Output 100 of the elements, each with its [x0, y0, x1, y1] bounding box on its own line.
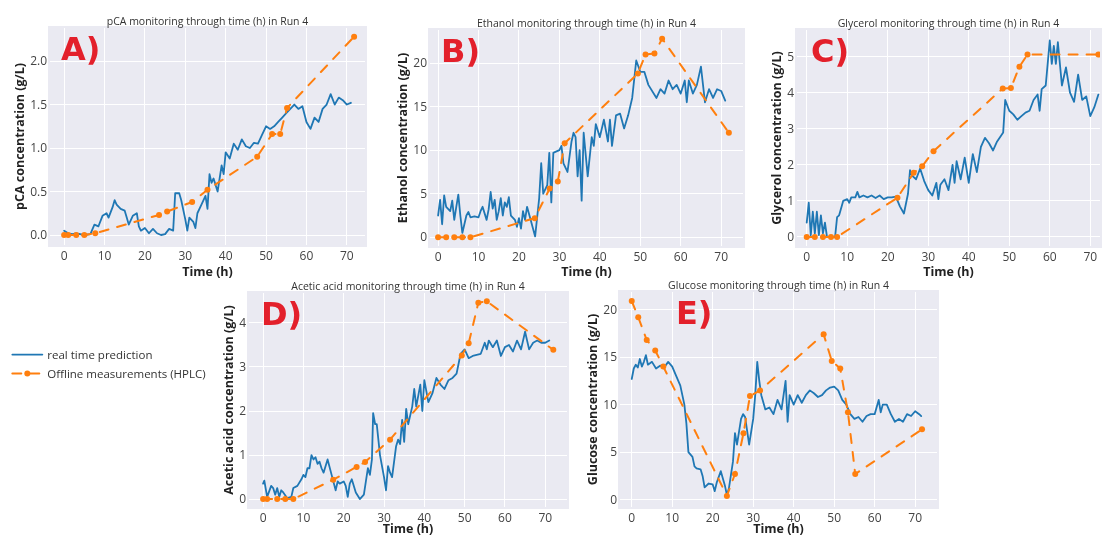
chart-title: Acetic acid monitoring through time (h) in Run 4 [291, 279, 525, 293]
x-tick-label: 40 [592, 248, 607, 265]
x-axis-title: Time (h) [923, 263, 974, 280]
point [467, 234, 474, 241]
x-tick-label: 10 [840, 248, 855, 265]
x-tick-label: 70 [714, 248, 729, 265]
point [443, 234, 450, 241]
x-tick-label: 50 [633, 248, 648, 265]
legend-label: real time prediction [47, 347, 153, 363]
x-tick-label: 40 [961, 248, 976, 265]
x-tick-label: 30 [921, 248, 936, 265]
point [1007, 85, 1014, 92]
point [930, 148, 937, 155]
point [740, 430, 747, 437]
y-tick-label: 5 [610, 443, 618, 461]
point [554, 178, 561, 185]
point [999, 85, 1006, 92]
point [746, 393, 753, 400]
point [92, 230, 99, 237]
chart-title: Glucose monitoring through time (h) in Run 4 [668, 278, 889, 292]
point [651, 50, 658, 57]
point [164, 208, 171, 215]
y-tick-label: 15 [603, 348, 618, 366]
point [811, 233, 818, 240]
point [723, 492, 730, 499]
point [803, 233, 810, 240]
x-tick-label: 50 [259, 247, 274, 264]
x-tick-label: 0 [434, 248, 442, 265]
point [910, 169, 917, 176]
y-tick-label: 2 [239, 402, 247, 420]
x-tick-label: 60 [673, 248, 688, 265]
y-tick-label: 5 [420, 184, 428, 202]
x-tick-label: 0 [60, 247, 68, 264]
y-tick-label: 3 [787, 120, 795, 137]
point [483, 298, 490, 305]
x-tick-label: 20 [705, 509, 720, 526]
y-tick-label: 1.5 [30, 95, 48, 113]
x-tick-label: 60 [1042, 248, 1057, 265]
point [731, 471, 738, 478]
y-tick-label: 3 [239, 358, 247, 376]
point [435, 234, 442, 241]
point [659, 35, 666, 42]
point [73, 232, 80, 238]
legend-label: Offline measurements (HPLC) [47, 366, 206, 382]
point [834, 233, 841, 240]
x-tick-label: 60 [299, 247, 314, 264]
point [81, 232, 88, 238]
point [1024, 51, 1031, 58]
point [156, 211, 163, 218]
x-tick-label: 70 [1083, 248, 1098, 265]
point [894, 194, 901, 201]
point [820, 331, 827, 338]
y-tick-label: 15 [413, 97, 428, 115]
point [725, 129, 732, 136]
y-axis-title: Glycerol concentration (g/L) [768, 51, 786, 225]
annotation: A) [61, 30, 101, 68]
point [290, 496, 297, 503]
point [828, 233, 835, 240]
point [362, 459, 369, 466]
point [546, 185, 553, 192]
point [757, 387, 764, 394]
point [819, 233, 826, 240]
point [189, 198, 196, 205]
x-tick-label: 40 [218, 247, 233, 264]
point [274, 496, 281, 503]
annotation: E) [676, 294, 713, 332]
point [465, 340, 472, 347]
point [264, 496, 271, 503]
x-axis-title: Time (h) [561, 263, 612, 280]
chart-title: Ethanol monitoring through time (h) in Run 4 [476, 16, 697, 30]
line-series [63, 93, 352, 236]
annotation: C) [811, 32, 850, 70]
point [458, 352, 465, 359]
y-tick-label: 4 [787, 83, 795, 101]
y-tick-label: 0 [787, 228, 795, 246]
point [351, 33, 358, 40]
y-tick-label: 0.5 [30, 182, 48, 200]
point [1095, 51, 1100, 58]
point [844, 409, 851, 416]
x-tick-label: 30 [178, 247, 193, 264]
chart-title: pCA monitoring through time (h) in Run 4 [106, 14, 309, 28]
line-series [262, 330, 551, 500]
point [561, 140, 568, 147]
y-tick-label: 20 [413, 54, 428, 72]
y-tick-label: 10 [413, 141, 428, 159]
point [1016, 63, 1023, 70]
y-axis-title: Glucose concentration (g/L) [584, 313, 602, 486]
x-tick-label: 60 [498, 509, 512, 526]
point [451, 234, 458, 241]
point [65, 232, 72, 238]
point [531, 215, 538, 222]
chart-title: Glycerol monitoring through time (h) in Run 4 [837, 16, 1060, 30]
annotation: D) [261, 295, 303, 333]
point [660, 363, 667, 370]
y-tick-label: 10 [603, 395, 618, 413]
x-tick-label: 50 [827, 509, 842, 526]
point [628, 298, 635, 305]
y-tick-label: 2 [787, 156, 795, 174]
point [550, 346, 557, 353]
point [852, 471, 859, 478]
